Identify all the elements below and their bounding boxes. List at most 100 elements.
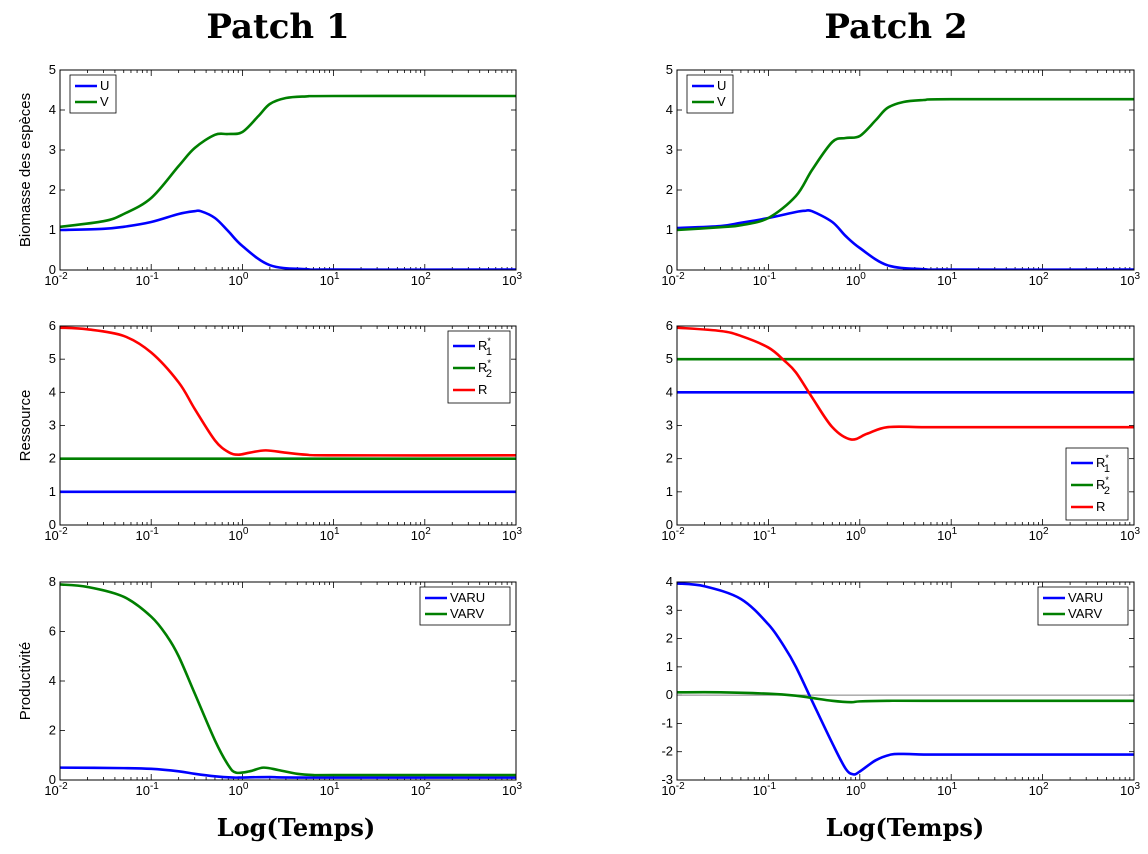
legend: UV xyxy=(686,74,734,114)
y-tick-label: 4 xyxy=(666,384,673,399)
x-tick-label: 100 xyxy=(846,271,866,288)
axes-frame xyxy=(59,581,517,781)
y-tick-label: 1 xyxy=(666,222,673,237)
y-tick-label: 6 xyxy=(49,624,56,639)
x-tick-label: 101 xyxy=(937,781,957,798)
x-tick-label: 10-1 xyxy=(753,781,777,798)
x-tick-label: 10-2 xyxy=(44,271,68,288)
y-tick-label: 4 xyxy=(49,102,56,117)
y-tick-label: 1 xyxy=(666,484,673,499)
x-tick-label: 102 xyxy=(1029,271,1049,288)
panel-r2-c2: 10-2 10-1 100 101 102 103 0 1 2 3 4 5 6 R* 1R* 2 R xyxy=(661,318,1140,543)
y-tick-label: 0 xyxy=(666,517,673,532)
series-line-varv xyxy=(60,583,516,777)
y-tick-label: 0 xyxy=(49,517,56,532)
y-tick-label: 2 xyxy=(666,631,673,646)
y-tick-label: 1 xyxy=(49,222,56,237)
y-tick-label: 5 xyxy=(666,351,673,366)
series-line-varu xyxy=(677,582,1134,776)
plot-area xyxy=(677,70,1134,270)
legend-box xyxy=(419,586,511,626)
y-tick-label: 0 xyxy=(49,262,56,277)
x-tick-label: 101 xyxy=(320,271,340,288)
x-tick-label: 10-1 xyxy=(753,271,777,288)
x-tick-label: 10-1 xyxy=(136,781,160,798)
axes-frame xyxy=(676,69,1135,271)
axes-frame xyxy=(59,69,517,271)
x-tick-label: 101 xyxy=(937,271,957,288)
x-tick-label: 103 xyxy=(502,526,522,543)
x-tick-label: 101 xyxy=(320,526,340,543)
y-tick-label: 0 xyxy=(49,772,56,787)
legend: R* 1R* 2 R xyxy=(447,330,511,404)
y-tick-label: 3 xyxy=(666,418,673,433)
legend-label: U xyxy=(717,78,726,93)
panel-r1-c2: 10-2 10-1 100 101 102 103 0 1 2 3 4 5 UV xyxy=(661,62,1140,288)
x-tick-label: 103 xyxy=(502,271,522,288)
legend-label: R* 1 xyxy=(1096,453,1110,475)
x-axis-title-patch-1: Log(Temps) xyxy=(217,813,375,842)
x-tick-label: 101 xyxy=(320,781,340,798)
legend-label: R* 2 xyxy=(1096,475,1110,497)
y-axis-label: Biomasse des espèces xyxy=(17,93,34,247)
x-tick-label: 10-1 xyxy=(136,271,160,288)
x-tick-label: 10-2 xyxy=(44,781,68,798)
legend-label: U xyxy=(100,78,109,93)
panel-r1-c1: 10-2 10-1 100 101 102 103 0 1 2 3 4 5 Biomasse des e… xyxy=(17,62,522,288)
y-tick-label: 5 xyxy=(49,351,56,366)
legend-label: V xyxy=(100,94,109,109)
x-tick-label: 10-2 xyxy=(661,526,685,543)
x-tick-label: 10-2 xyxy=(661,781,685,798)
column-title-patch-1: Patch 1 xyxy=(206,7,349,47)
legend-box xyxy=(1037,586,1129,626)
x-tick-label: 100 xyxy=(228,526,248,543)
legend: R* 1R* 2 R xyxy=(1065,447,1129,521)
y-axis-label: Productivité xyxy=(17,642,34,720)
y-tick-label: 4 xyxy=(666,574,673,589)
y-tick-label: 5 xyxy=(49,62,56,77)
y-tick-label: 4 xyxy=(49,673,56,688)
x-axis-title-patch-2: Log(Temps) xyxy=(826,813,984,842)
x-tick-label: 10-2 xyxy=(44,526,68,543)
series-line-varv xyxy=(677,690,1134,704)
y-tick-label: 5 xyxy=(666,62,673,77)
y-tick-label: 1 xyxy=(49,484,56,499)
y-tick-label: 8 xyxy=(49,574,56,589)
x-tick-label: 102 xyxy=(411,781,431,798)
legend-label: VARV xyxy=(1068,606,1103,621)
legend-label: VARU xyxy=(1068,590,1103,605)
legend: UV xyxy=(69,74,117,114)
x-tick-label: 100 xyxy=(228,271,248,288)
y-tick-label: -3 xyxy=(661,772,673,787)
panel-r3-c1: 10-2 10-1 100 101 102 103 0 2 4 6 8 Productivité VAR… xyxy=(17,574,522,798)
y-tick-label: 2 xyxy=(49,723,56,738)
axes-frame xyxy=(676,581,1135,781)
x-tick-label: 102 xyxy=(411,271,431,288)
y-tick-label: 4 xyxy=(666,102,673,117)
x-tick-label: 103 xyxy=(1120,526,1140,543)
column-title-patch-2: Patch 2 xyxy=(824,7,967,47)
legend-label: R* 2 xyxy=(478,358,492,380)
legend-label: R* 1 xyxy=(478,336,492,358)
x-tick-label: 10-1 xyxy=(753,526,777,543)
y-tick-label: 3 xyxy=(49,142,56,157)
x-tick-label: 102 xyxy=(1029,781,1049,798)
series-line-v xyxy=(677,97,1134,232)
y-tick-label: 2 xyxy=(49,451,56,466)
x-tick-label: 100 xyxy=(846,781,866,798)
y-tick-label: 2 xyxy=(666,451,673,466)
series-line-r xyxy=(60,326,516,457)
legend-box xyxy=(69,74,117,114)
legend-label: VARU xyxy=(450,590,485,605)
y-tick-label: 2 xyxy=(666,182,673,197)
y-tick-label: 3 xyxy=(666,142,673,157)
y-tick-label: 6 xyxy=(49,318,56,333)
y-tick-label: 0 xyxy=(666,687,673,702)
axes-frame xyxy=(59,325,517,526)
x-tick-label: 103 xyxy=(1120,781,1140,798)
series-line-v xyxy=(60,94,516,229)
